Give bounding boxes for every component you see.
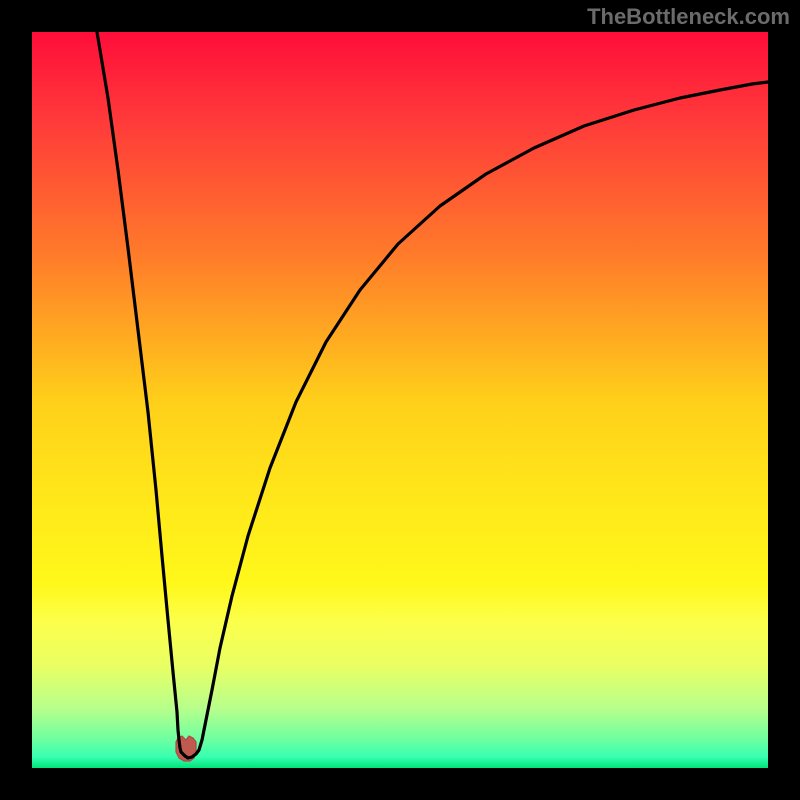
watermark-text: TheBottleneck.com bbox=[587, 4, 790, 30]
plot-svg bbox=[0, 0, 800, 800]
chart-container: TheBottleneck.com bbox=[0, 0, 800, 800]
plot-background bbox=[32, 32, 768, 768]
